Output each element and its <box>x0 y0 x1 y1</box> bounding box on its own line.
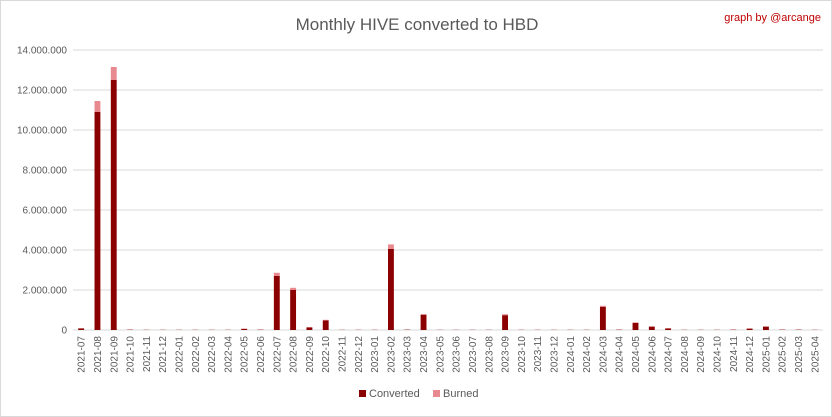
x-tick-label: 2021-08 <box>93 336 104 373</box>
bars <box>78 67 818 330</box>
bar-burned-2024-03 <box>599 305 606 307</box>
x-tick-label: 2024-06 <box>647 336 658 373</box>
chart-title: Monthly HIVE converted to HBD <box>296 15 539 34</box>
x-tick-label: 2022-02 <box>191 336 202 373</box>
x-tick-label: 2022-07 <box>272 336 283 373</box>
bar-converted-2022-08 <box>290 290 297 330</box>
bar-burned-2021-08 <box>94 101 101 112</box>
x-tick-label: 2021-07 <box>77 336 88 373</box>
x-tick-label: 2022-04 <box>223 336 234 373</box>
bar-converted-2024-07 <box>665 328 672 330</box>
legend: Converted Burned <box>359 388 478 400</box>
x-tick-label: 2023-06 <box>452 336 463 373</box>
x-tick-label: 2022-05 <box>240 336 251 373</box>
bar-converted-2021-08 <box>94 112 101 330</box>
x-tick-label: 2024-05 <box>631 336 642 373</box>
x-tick-label: 2024-03 <box>598 336 609 373</box>
x-tick-label: 2022-03 <box>207 336 218 373</box>
x-tick-label: 2023-03 <box>403 336 414 373</box>
x-tick-label: 2021-12 <box>158 336 169 373</box>
bar-converted-2022-07 <box>273 276 280 330</box>
x-tick-label: 2023-09 <box>501 336 512 373</box>
bar-converted-2024-12 <box>746 328 753 330</box>
x-tick-label: 2024-11 <box>729 336 740 372</box>
bar-converted-2024-03 <box>599 307 606 330</box>
x-tick-label: 2023-04 <box>419 336 430 373</box>
x-tick-label: 2023-01 <box>370 336 381 373</box>
x-tick-label: 2021-10 <box>126 336 137 373</box>
bar-converted-2023-04 <box>420 314 427 330</box>
bar-converted-2024-05 <box>632 323 639 330</box>
y-tick-label: 14.000.000 <box>17 46 67 57</box>
bar-converted-2021-07 <box>78 328 85 330</box>
chart-credit: graph by @arcange <box>724 12 821 24</box>
x-tick-label: 2022-08 <box>289 336 300 373</box>
x-tick-label: 2023-08 <box>484 336 495 373</box>
x-tick-label: 2022-11 <box>338 336 349 372</box>
x-tick-label: 2022-01 <box>174 336 185 373</box>
bar-converted-2023-09 <box>502 315 508 330</box>
x-tick-label: 2025-04 <box>810 336 821 373</box>
x-tick-label: 2025-01 <box>761 336 772 373</box>
y-tick-label: 8.000.000 <box>23 166 68 177</box>
gridlines <box>73 49 823 331</box>
y-tick-label: 4.000.000 <box>23 246 68 257</box>
x-tick-label: 2022-10 <box>321 336 332 373</box>
bar-converted-2025-01 <box>763 326 769 330</box>
x-tick-label: 2024-09 <box>696 336 707 373</box>
bar-converted-2022-05 <box>241 328 248 330</box>
bar-converted-2022-10 <box>322 320 329 330</box>
legend-label-burned: Burned <box>443 388 478 400</box>
x-tick-label: 2024-07 <box>664 336 675 373</box>
bar-burned-2022-08 <box>290 287 297 290</box>
x-tick-label: 2022-06 <box>256 336 267 373</box>
x-tick-label: 2023-12 <box>549 336 560 373</box>
x-tick-label: 2023-10 <box>517 336 528 373</box>
bar-burned-2023-04 <box>420 314 427 315</box>
x-tick-label: 2024-10 <box>713 336 724 373</box>
x-tick-label: 2024-12 <box>745 336 756 373</box>
legend-swatch-burned <box>433 390 440 397</box>
y-tick-label: 2.000.000 <box>23 286 68 297</box>
bar-burned-2022-07 <box>273 272 280 276</box>
legend-swatch-converted <box>359 390 366 397</box>
x-tick-label: 2023-05 <box>435 336 446 373</box>
bar-converted-2023-02 <box>388 249 394 330</box>
x-tick-label: 2023-07 <box>468 336 479 373</box>
bar-burned-2023-02 <box>388 244 394 249</box>
y-axis-tick-labels: 0 2.000.000 4.000.000 6.000.000 8.000.000 10.… <box>17 46 68 337</box>
x-tick-label: 2023-11 <box>533 336 544 372</box>
bar-converted-2024-06 <box>648 326 655 330</box>
legend-label-converted: Converted <box>369 388 420 400</box>
y-tick-label: 0 <box>61 326 67 337</box>
x-tick-label: 2021-11 <box>142 336 153 372</box>
x-tick-label: 2024-08 <box>680 336 691 373</box>
x-tick-label: 2024-01 <box>566 336 577 373</box>
bar-converted-2022-09 <box>306 327 313 330</box>
x-tick-label: 2024-04 <box>615 336 626 373</box>
bar-burned-2021-09 <box>110 67 117 80</box>
x-tick-label: 2023-02 <box>386 336 397 373</box>
y-tick-label: 10.000.000 <box>17 126 67 137</box>
y-tick-label: 6.000.000 <box>23 206 68 217</box>
bar-burned-2024-05 <box>632 322 639 323</box>
x-tick-label: 2022-09 <box>305 336 316 373</box>
x-tick-label: 2024-02 <box>582 336 593 373</box>
y-tick-label: 12.000.000 <box>17 86 67 97</box>
x-tick-label: 2025-02 <box>778 336 789 373</box>
x-tick-label: 2022-12 <box>354 336 365 373</box>
x-tick-label: 2025-03 <box>794 336 805 373</box>
x-axis-tick-labels: 2021-07 2021-08 2021-09 2021-10 2021-11 2021-… <box>77 336 822 373</box>
bar-burned-2023-09 <box>502 314 508 316</box>
x-tick-label: 2021-09 <box>109 336 120 373</box>
bar-burned-2022-10 <box>322 319 329 321</box>
bar-converted-2021-09 <box>110 80 117 330</box>
